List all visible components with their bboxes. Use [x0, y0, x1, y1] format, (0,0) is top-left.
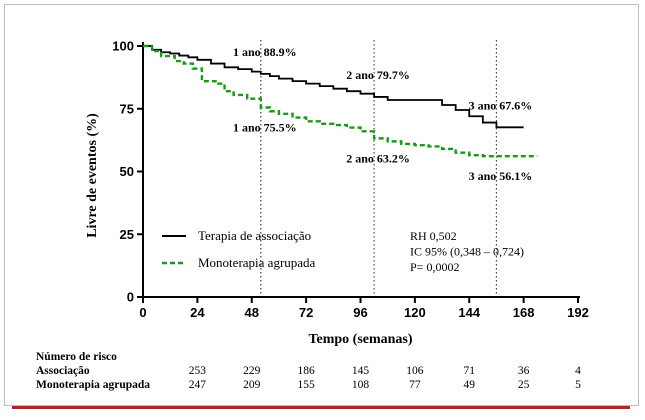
stats-line: RH 0,502: [410, 229, 457, 243]
risk-value: 4: [575, 365, 581, 377]
risk-value: 247: [188, 379, 206, 391]
series-line-associacao: [143, 45, 524, 129]
year-marker-lines: [260, 40, 498, 297]
annotation-label: 1 ano 88.9%: [233, 45, 297, 59]
x-tick-label: 48: [245, 305, 259, 320]
y-tick-label: 50: [120, 164, 134, 179]
stats-line: IC 95% (0,348 – 0,724): [410, 245, 524, 259]
risk-value: 36: [517, 365, 530, 377]
y-tick-label: 25: [120, 227, 134, 242]
risk-value: 77: [409, 379, 421, 391]
risk-value: 209: [243, 379, 261, 391]
annotation-label: 2 ano 63.2%: [346, 151, 410, 165]
risk-value: 49: [463, 379, 476, 391]
x-tick-label: 0: [139, 305, 146, 320]
annotation-label: 1 ano 75.5%: [233, 120, 297, 134]
risk-value: 25: [517, 379, 530, 391]
kaplan-meier-chart: 0 25 50 75 100 0 24 48 72 96 120 144 168 192 1 ano 88…: [85, 39, 589, 348]
legend-label: Monoterapia agrupada: [198, 255, 316, 270]
bottom-red-rule: [12, 406, 630, 409]
legend: Terapia de associação Monoterapia agrupad…: [162, 228, 316, 270]
stats-line: P= 0,0002: [410, 260, 459, 274]
x-tick-label: 144: [458, 305, 480, 320]
hazard-ratio-stats: RH 0,502 IC 95% (0,348 – 0,724)P= 0,0002: [410, 229, 524, 274]
figure-frame: [4, 4, 639, 406]
survival-annotations: 1 ano 88.9% 2 ano 79.7% 3 ano 67.6% 1 ano 7…: [233, 45, 532, 183]
x-tick-label: 168: [513, 305, 535, 320]
risk-value: 229: [243, 365, 261, 377]
annotation-label: 2 ano 79.7%: [346, 68, 410, 82]
annotation-label: 3 ano 56.1%: [469, 169, 533, 183]
series-lines: [143, 44, 538, 158]
annotation-label: 3 ano 67.6%: [469, 98, 533, 112]
y-tick-label: 100: [112, 39, 134, 54]
y-axis-title: Livre de eventos (%): [85, 113, 100, 238]
x-tick-label: 72: [299, 305, 313, 320]
x-tick-label: 120: [404, 305, 426, 320]
risk-value: 71: [463, 365, 476, 377]
risk-value: 155: [297, 379, 315, 391]
x-tick-label: 192: [567, 305, 589, 320]
risk-value: 108: [351, 379, 370, 391]
risk-value: 106: [406, 365, 424, 377]
risk-row-label: Monoterapia agrupada: [36, 379, 151, 391]
risk-value: 5: [575, 379, 581, 391]
risk-value: 145: [351, 365, 370, 377]
risk-value: 253: [188, 365, 206, 377]
y-tick-label: 75: [120, 101, 134, 116]
axes: 0 25 50 75 100 0 24 48 72 96 120 144 168 192: [112, 39, 589, 321]
x-axis-title: Tempo (semanas): [308, 332, 412, 347]
x-tick-label: 96: [353, 305, 367, 320]
risk-row-label: Associação: [36, 365, 90, 377]
risk-value: 186: [297, 365, 315, 377]
series-line-monoterapia: [143, 44, 538, 158]
y-tick-label: 0: [127, 290, 134, 305]
x-tick-label: 24: [190, 305, 205, 320]
risk-table-title: Número de risco: [36, 351, 117, 363]
legend-label: Terapia de associação: [198, 228, 311, 243]
